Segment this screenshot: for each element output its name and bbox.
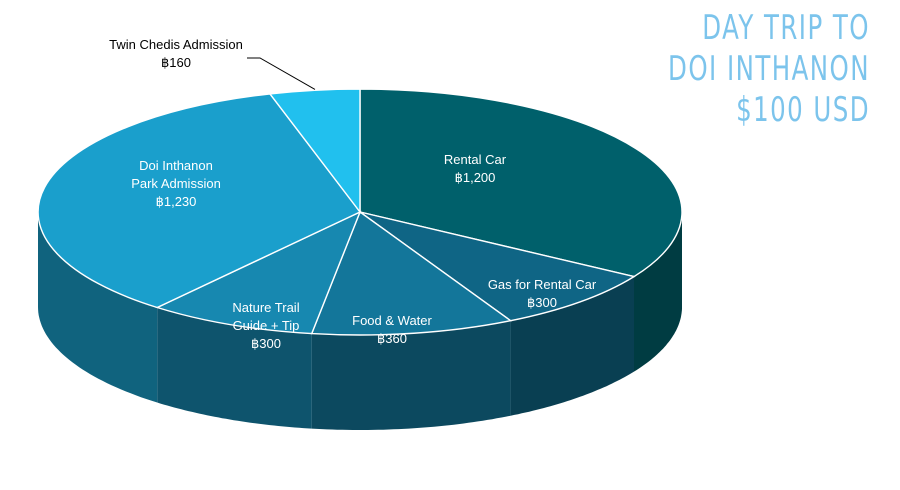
pie-slice bbox=[37, 93, 362, 309]
pie-slice bbox=[268, 88, 361, 215]
slice-name-label: Guide + Tip bbox=[233, 318, 300, 333]
pie-slice bbox=[359, 88, 683, 278]
pie-slice-side bbox=[38, 212, 158, 403]
slice-label: Food & Water ฿360 bbox=[352, 313, 432, 346]
slice-label: Nature Trail Guide + Tip ฿300 bbox=[232, 300, 299, 351]
slice-name-label: Rental Car bbox=[444, 152, 507, 167]
pie-slice bbox=[155, 210, 362, 335]
label-leader-line bbox=[247, 57, 316, 90]
slice-label: Twin Chedis Admission ฿160 bbox=[109, 37, 243, 70]
pie-slice-side bbox=[311, 320, 511, 430]
slice-name-label: Park Admission bbox=[131, 176, 221, 191]
slice-value-label: ฿300 bbox=[251, 336, 281, 351]
pie-slice bbox=[359, 211, 636, 322]
pie-slice bbox=[310, 210, 513, 336]
slice-label: Rental Car ฿1,200 bbox=[444, 152, 507, 185]
slice-value-label: ฿160 bbox=[161, 55, 191, 70]
pie-slice-side bbox=[510, 276, 634, 416]
slice-value-label: ฿1,200 bbox=[455, 170, 496, 185]
slice-name-label: Doi Inthanon bbox=[139, 158, 213, 173]
chart-title-line: $100 USD bbox=[736, 90, 870, 130]
slice-value-label: ฿300 bbox=[527, 295, 557, 310]
pie-slice-side bbox=[157, 307, 312, 429]
chart-title-line: DAY TRIP TO bbox=[702, 8, 870, 48]
chart-title-line: DOI INTHANON bbox=[668, 49, 870, 89]
slice-name-label: Nature Trail bbox=[232, 300, 299, 315]
slice-value-label: ฿360 bbox=[377, 331, 407, 346]
slice-label: Gas for Rental Car ฿300 bbox=[488, 277, 597, 310]
chart-title: DAY TRIP TO DOI INTHANON $100 USD bbox=[550, 8, 870, 131]
slice-name-label: Twin Chedis Admission bbox=[109, 37, 243, 52]
slice-value-label: ฿1,230 bbox=[156, 194, 197, 209]
slice-name-label: Food & Water bbox=[352, 313, 432, 328]
slice-label: Doi Inthanon Park Admission ฿1,230 bbox=[131, 158, 221, 209]
pie-slice-side bbox=[634, 212, 682, 372]
slice-name-label: Gas for Rental Car bbox=[488, 277, 597, 292]
